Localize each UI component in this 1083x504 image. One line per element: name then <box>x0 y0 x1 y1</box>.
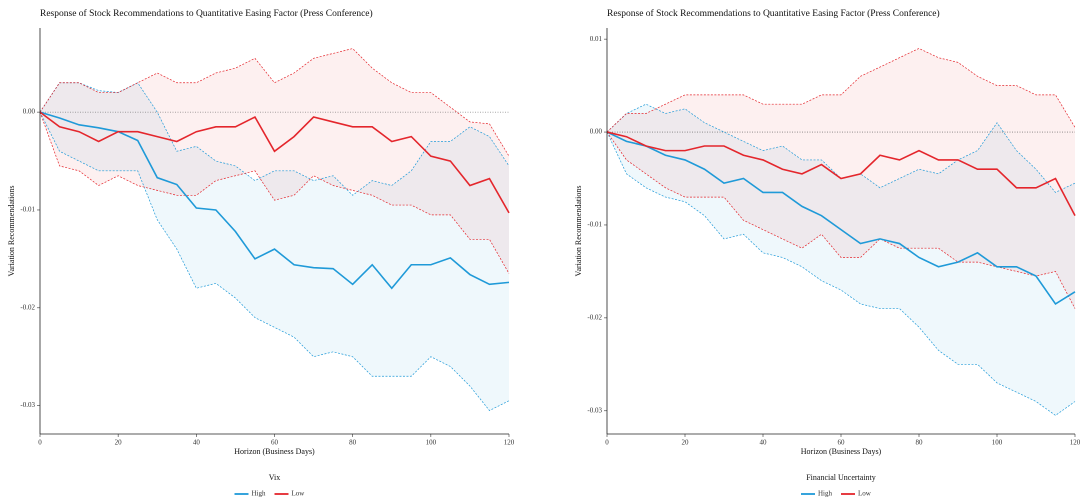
x-axis-label: Horizon (Business Days) <box>234 447 315 456</box>
x-tick-label: 0 <box>38 439 42 447</box>
confidence-band <box>40 48 509 274</box>
y-tick-label: -0.03 <box>20 401 35 409</box>
y-axis-label: Variation Recommendations <box>574 186 583 277</box>
x-tick-label: 80 <box>916 439 924 447</box>
y-axis-label: Variation Recommendations <box>7 186 16 277</box>
x-tick-label: 60 <box>838 439 846 447</box>
x-tick-label: 40 <box>193 439 201 447</box>
band-upper <box>606 103 1076 193</box>
x-tick-label: 0 <box>605 439 609 447</box>
legend-label: High <box>252 490 267 498</box>
legend-label: High <box>818 490 833 498</box>
x-tick-label: 20 <box>115 439 123 447</box>
y-tick-label: 0.00 <box>590 128 603 136</box>
x-axis-label: Horizon (Business Days) <box>801 447 882 456</box>
band-upper <box>39 48 510 157</box>
series-line <box>39 111 510 214</box>
legend-title: Vix <box>269 473 281 482</box>
chart-title: Response of Stock Recommendations to Qua… <box>607 8 940 19</box>
confidence-band <box>607 104 1075 416</box>
y-tick-label: 0.00 <box>23 108 36 116</box>
x-tick-label: 120 <box>504 439 515 447</box>
y-tick-label: -0.03 <box>587 406 602 414</box>
band-upper <box>606 48 1076 133</box>
x-tick-label: 40 <box>760 439 768 447</box>
panel: Response of Stock Recommendations to Qua… <box>574 8 1081 497</box>
band-lower <box>39 112 510 274</box>
series-line <box>606 131 1076 217</box>
y-tick-label: -0.02 <box>587 313 602 321</box>
legend-label: Low <box>858 490 872 498</box>
x-tick-label: 120 <box>1070 439 1081 447</box>
y-tick-label: -0.02 <box>20 303 35 311</box>
x-tick-label: 60 <box>271 439 279 447</box>
band-lower <box>39 111 510 411</box>
x-tick-label: 20 <box>682 439 690 447</box>
x-tick-label: 80 <box>349 439 357 447</box>
y-tick-label: 0.01 <box>590 35 603 43</box>
y-tick-label: -0.01 <box>20 206 35 214</box>
panel: Response of Stock Recommendations to Qua… <box>7 8 515 497</box>
series-line <box>606 131 1076 306</box>
legend-title: Financial Uncertainty <box>806 473 876 482</box>
y-tick-label: -0.01 <box>587 221 602 229</box>
x-tick-label: 100 <box>426 439 437 447</box>
band-lower <box>606 131 1076 416</box>
chart-title: Response of Stock Recommendations to Qua… <box>40 8 373 19</box>
legend-label: Low <box>292 490 306 498</box>
confidence-band <box>40 82 509 411</box>
x-tick-label: 100 <box>992 439 1003 447</box>
